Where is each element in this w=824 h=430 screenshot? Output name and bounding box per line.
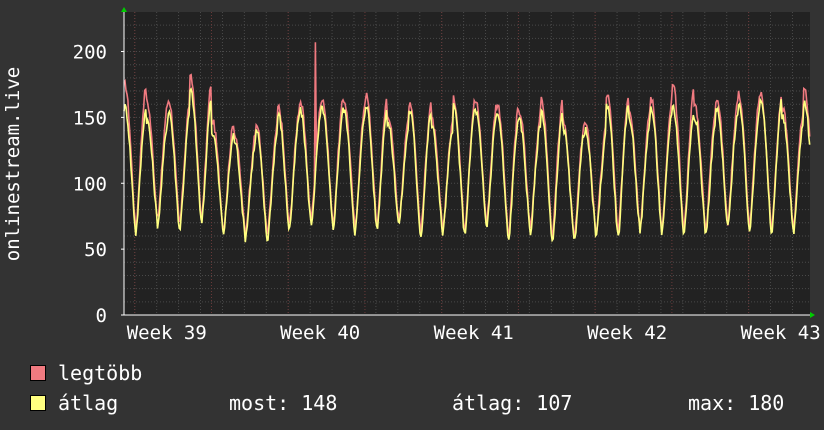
x-axis-arrow — [810, 312, 815, 318]
y-tick-label: 50 — [84, 239, 107, 261]
legend-swatch-avg — [30, 395, 46, 411]
x-tick-label: Week 42 — [587, 322, 667, 344]
series-layer — [123, 42, 811, 243]
y-axis-arrow — [121, 7, 127, 12]
y-axis-label: onlinestream.live — [2, 67, 24, 261]
legend-label-max: legtöbb — [58, 361, 143, 385]
legend-swatch-max — [30, 365, 46, 381]
grid-lines — [124, 12, 810, 315]
legend-item-max: legtöbb — [30, 361, 142, 385]
x-tick-label: Week 39 — [127, 322, 207, 344]
plot-area — [124, 12, 810, 315]
series-line-avg — [123, 87, 811, 243]
axes — [121, 7, 815, 318]
stat-average: átlag: 107 — [452, 391, 573, 415]
x-tick-label: Week 41 — [434, 322, 514, 344]
x-tick-labels: Week 39 Week 40 Week 41 Week 42 Week 43 — [127, 322, 821, 344]
y-tick-label: 150 — [73, 107, 107, 129]
y-tick-labels: 0 50 100 150 200 — [73, 42, 124, 327]
x-tick-label: Week 43 — [741, 322, 821, 344]
x-tick-label: Week 40 — [280, 322, 360, 344]
legend-label-avg: átlag — [58, 391, 119, 415]
week-grid-lines — [134, 12, 750, 315]
y-tick-label: 100 — [73, 173, 107, 195]
stat-now: most: 148 — [229, 391, 338, 415]
stat-max: max: 180 — [688, 391, 785, 415]
legend-item-avg: átlag — [30, 391, 118, 415]
y-tick-label: 200 — [73, 42, 107, 64]
y-tick-label: 0 — [96, 305, 107, 327]
